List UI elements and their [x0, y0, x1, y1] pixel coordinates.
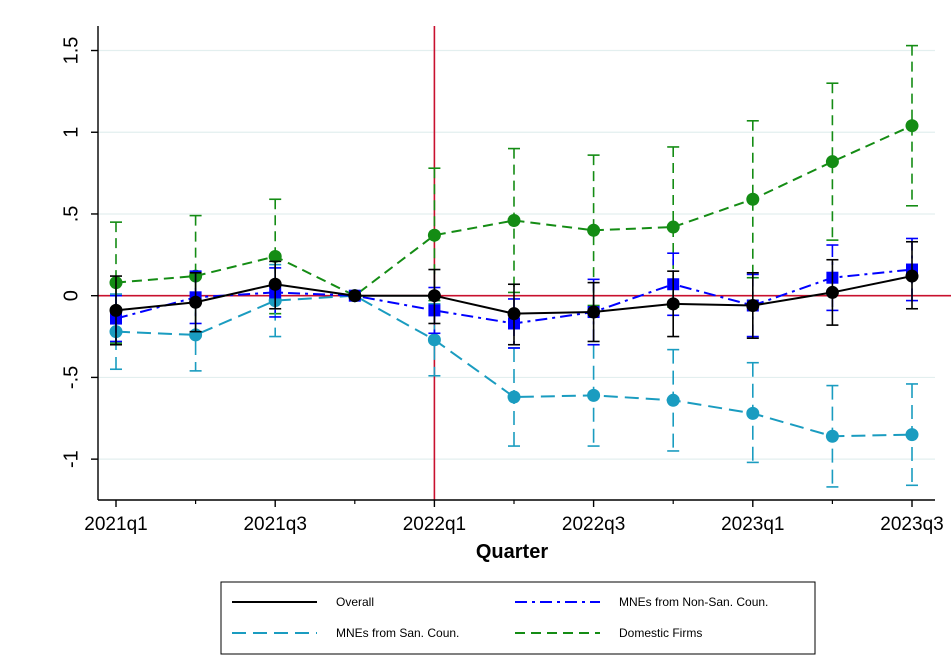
x-tick-label: 2023q3	[880, 514, 943, 535]
legend-label: Domestic Firms	[619, 626, 702, 640]
data-point	[825, 155, 839, 169]
series-line	[115, 124, 913, 297]
y-tick-label: 1	[60, 127, 82, 138]
y-tick-label: -1	[60, 450, 82, 468]
data-point	[189, 295, 203, 309]
series-line	[115, 294, 913, 438]
legend-box	[220, 581, 816, 655]
data-point	[268, 249, 282, 263]
data-point	[587, 388, 601, 402]
legend-item: MNEs from San. Coun.	[232, 626, 459, 640]
data-point	[507, 307, 521, 321]
x-tick-label: 2022q1	[403, 514, 466, 535]
data-point	[905, 119, 919, 133]
data-point	[587, 305, 601, 319]
y-tick-label: .5	[60, 206, 82, 223]
data-point	[507, 214, 521, 228]
legend-label: MNEs from Non-San. Coun.	[619, 595, 768, 609]
data-point	[905, 428, 919, 442]
x-tick-label: 2021q1	[84, 514, 147, 535]
x-tick-label: 2021q3	[243, 514, 306, 535]
series-0	[109, 240, 919, 346]
legend: Overall MNEs from Non-San. Coun. MNEs from…	[220, 581, 816, 655]
data-point	[427, 228, 441, 242]
x-tick-label: 2022q3	[562, 514, 625, 535]
legend-label: MNEs from San. Coun.	[336, 626, 459, 640]
y-tick-label: 1.5	[60, 37, 82, 65]
data-point	[268, 277, 282, 291]
legend-items: Overall MNEs from Non-San. Coun. MNEs from…	[232, 595, 768, 640]
x-axis-title: Quarter	[476, 541, 548, 563]
legend-item: Domestic Firms	[515, 626, 702, 640]
data-point	[109, 303, 123, 317]
data-point	[666, 297, 680, 311]
series-layer	[109, 44, 919, 488]
data-point	[666, 220, 680, 234]
data-point	[905, 269, 919, 283]
legend-label: Overall	[336, 595, 374, 609]
data-point	[746, 406, 760, 420]
data-point	[427, 333, 441, 347]
data-point	[825, 429, 839, 443]
x-tick-label: 2023q1	[721, 514, 784, 535]
legend-item: MNEs from Non-San. Coun.	[515, 595, 768, 609]
y-tick-label: -.5	[60, 366, 82, 389]
data-point	[746, 192, 760, 206]
data-point	[348, 289, 362, 303]
data-point	[427, 289, 441, 303]
data-point	[507, 390, 521, 404]
data-point	[825, 285, 839, 299]
data-point	[666, 393, 680, 407]
legend-item: Overall	[232, 595, 374, 609]
data-point	[587, 223, 601, 237]
data-point	[746, 298, 760, 312]
y-tick-label: 0	[60, 290, 82, 301]
